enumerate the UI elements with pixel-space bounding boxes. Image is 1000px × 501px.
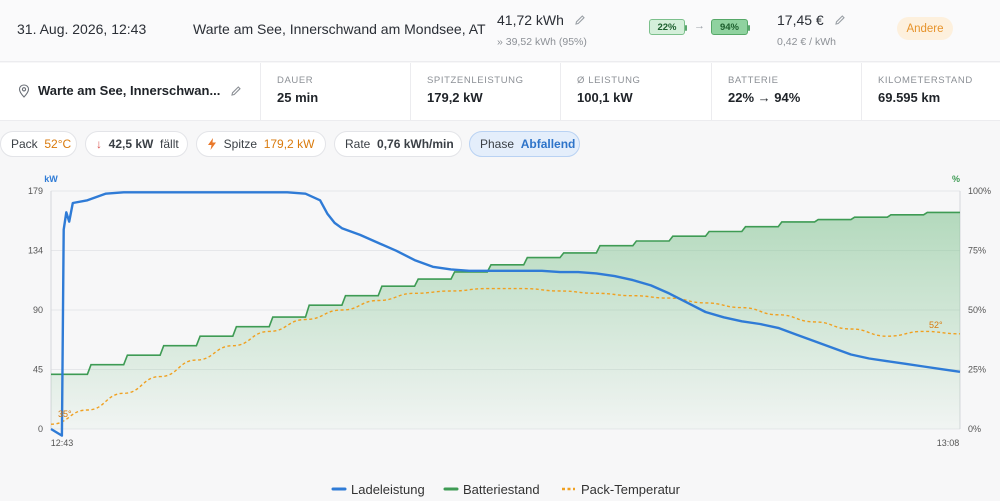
session-datetime: 31. Aug. 2026, 12:43 — [17, 21, 147, 37]
chip-label: Phase — [480, 137, 515, 151]
chip-trend: fällt — [160, 137, 179, 151]
left-axis-unit: kW — [44, 174, 58, 184]
chip-current-power[interactable]: ↓ 42,5 kW fällt — [85, 131, 188, 157]
stat-avg-power: Ø LEISTUNG 100,1 kW — [560, 63, 711, 121]
chip-peak[interactable]: Spitze 179,2 kW — [196, 131, 326, 157]
cost-per-kwh: 0,42 € / kWh — [777, 36, 836, 48]
battery-start-badge: 22% — [649, 19, 687, 35]
legend-label-battery[interactable]: Batteriestand — [463, 482, 540, 497]
session-header: 31. Aug. 2026, 12:43 Warte am See, Inner… — [0, 0, 1000, 62]
cost-value: 17,45 € — [777, 12, 824, 28]
stat-value: 69.595 km — [878, 90, 941, 105]
temp-end-label: 52° — [929, 320, 943, 330]
legend-label-power[interactable]: Ladeleistung — [351, 482, 425, 497]
stat-odometer: KILOMETERSTAND 69.595 km — [861, 63, 1000, 121]
stats-location: Warte am See, Innerschwan... — [18, 83, 242, 98]
chip-value: Abfallend — [520, 137, 576, 151]
right-tick-label: 75% — [968, 246, 986, 256]
location-pin-icon — [18, 83, 30, 98]
stat-label: DAUER — [277, 75, 314, 86]
stat-label: KILOMETERSTAND — [878, 75, 973, 86]
right-tick-label: 50% — [968, 305, 986, 315]
chip-label: Spitze — [223, 137, 258, 151]
battery-area — [51, 212, 960, 429]
chip-value: 52°C — [44, 137, 72, 151]
stat-label: Ø LEISTUNG — [577, 75, 641, 86]
chip-pack-temperature[interactable]: Pack 52°C — [0, 131, 77, 157]
series-line-temperature — [50, 287, 961, 425]
chip-label: Rate — [345, 137, 371, 151]
lightning-icon — [208, 138, 216, 150]
legend: Ladeleistung Batteriestand Pack-Temperat… — [331, 482, 681, 497]
edit-cost-icon[interactable] — [834, 14, 846, 26]
edit-energy-icon[interactable] — [574, 14, 586, 26]
left-tick-label: 45 — [33, 365, 43, 375]
stat-peak-power: SPITZENLEISTUNG 179,2 kW — [410, 63, 560, 121]
right-axis-unit: % — [952, 174, 960, 184]
cost-value-row: 17,45 € — [777, 12, 846, 28]
right-tick-label: 100% — [968, 186, 991, 196]
battery-arrow: → — [694, 20, 705, 32]
stats-location-label: Warte am See, Innerschwan... — [38, 83, 221, 98]
left-tick-label: 134 — [28, 246, 43, 256]
edit-location-icon[interactable] — [230, 85, 242, 97]
stat-label: SPITZENLEISTUNG — [427, 75, 524, 86]
battery-end-badge: 94% — [711, 19, 750, 35]
category-badge[interactable]: Andere — [897, 17, 953, 40]
energy-sub: » 39,52 kWh (95%) — [497, 36, 587, 48]
chip-phase[interactable]: Phase Abfallend — [469, 131, 580, 157]
chip-rate[interactable]: Rate 0,76 kWh/min — [334, 131, 462, 157]
left-tick-label: 90 — [33, 305, 43, 315]
left-tick-label: 0 — [38, 424, 43, 434]
series-line-battery — [51, 211, 960, 376]
energy-value: 41,72 kWh — [497, 12, 564, 28]
left-tick-label: 179 — [28, 186, 43, 196]
chip-label: Pack — [11, 137, 38, 151]
arrow-down-icon: ↓ — [96, 137, 102, 151]
stat-value: 25 min — [277, 90, 319, 105]
chip-value: 179,2 kW — [263, 137, 315, 151]
stat-battery: BATTERIE 22% → 94% — [711, 63, 861, 121]
stat-value: 22% → 94% — [728, 90, 801, 105]
x-end-label: 13:08 — [937, 438, 960, 448]
stat-label: BATTERIE — [728, 75, 779, 86]
series-line-power — [50, 191, 961, 437]
stat-value: 179,2 kW — [427, 90, 483, 105]
legend-label-temperature[interactable]: Pack-Temperatur — [581, 482, 681, 497]
session-location: Warte am See, Innerschwand am Mondsee, A… — [193, 21, 486, 37]
chip-value: 42,5 kW — [108, 137, 154, 151]
session-stats: Warte am See, Innerschwan... DAUER 25 mi… — [0, 63, 1000, 121]
stat-value: 100,1 kW — [577, 90, 633, 105]
right-tick-label: 0% — [968, 424, 981, 434]
right-tick-label: 25% — [968, 365, 986, 375]
charging-chart: kW % 179 134 90 45 0 100% 75% 50% 25% 0%… — [28, 174, 991, 497]
chip-value: 0,76 kWh/min — [377, 137, 454, 151]
energy-value-row: 41,72 kWh — [497, 12, 586, 28]
x-start-label: 12:43 — [51, 438, 74, 448]
stat-duration: DAUER 25 min — [260, 63, 410, 121]
temp-start-label: 35° — [58, 409, 72, 419]
